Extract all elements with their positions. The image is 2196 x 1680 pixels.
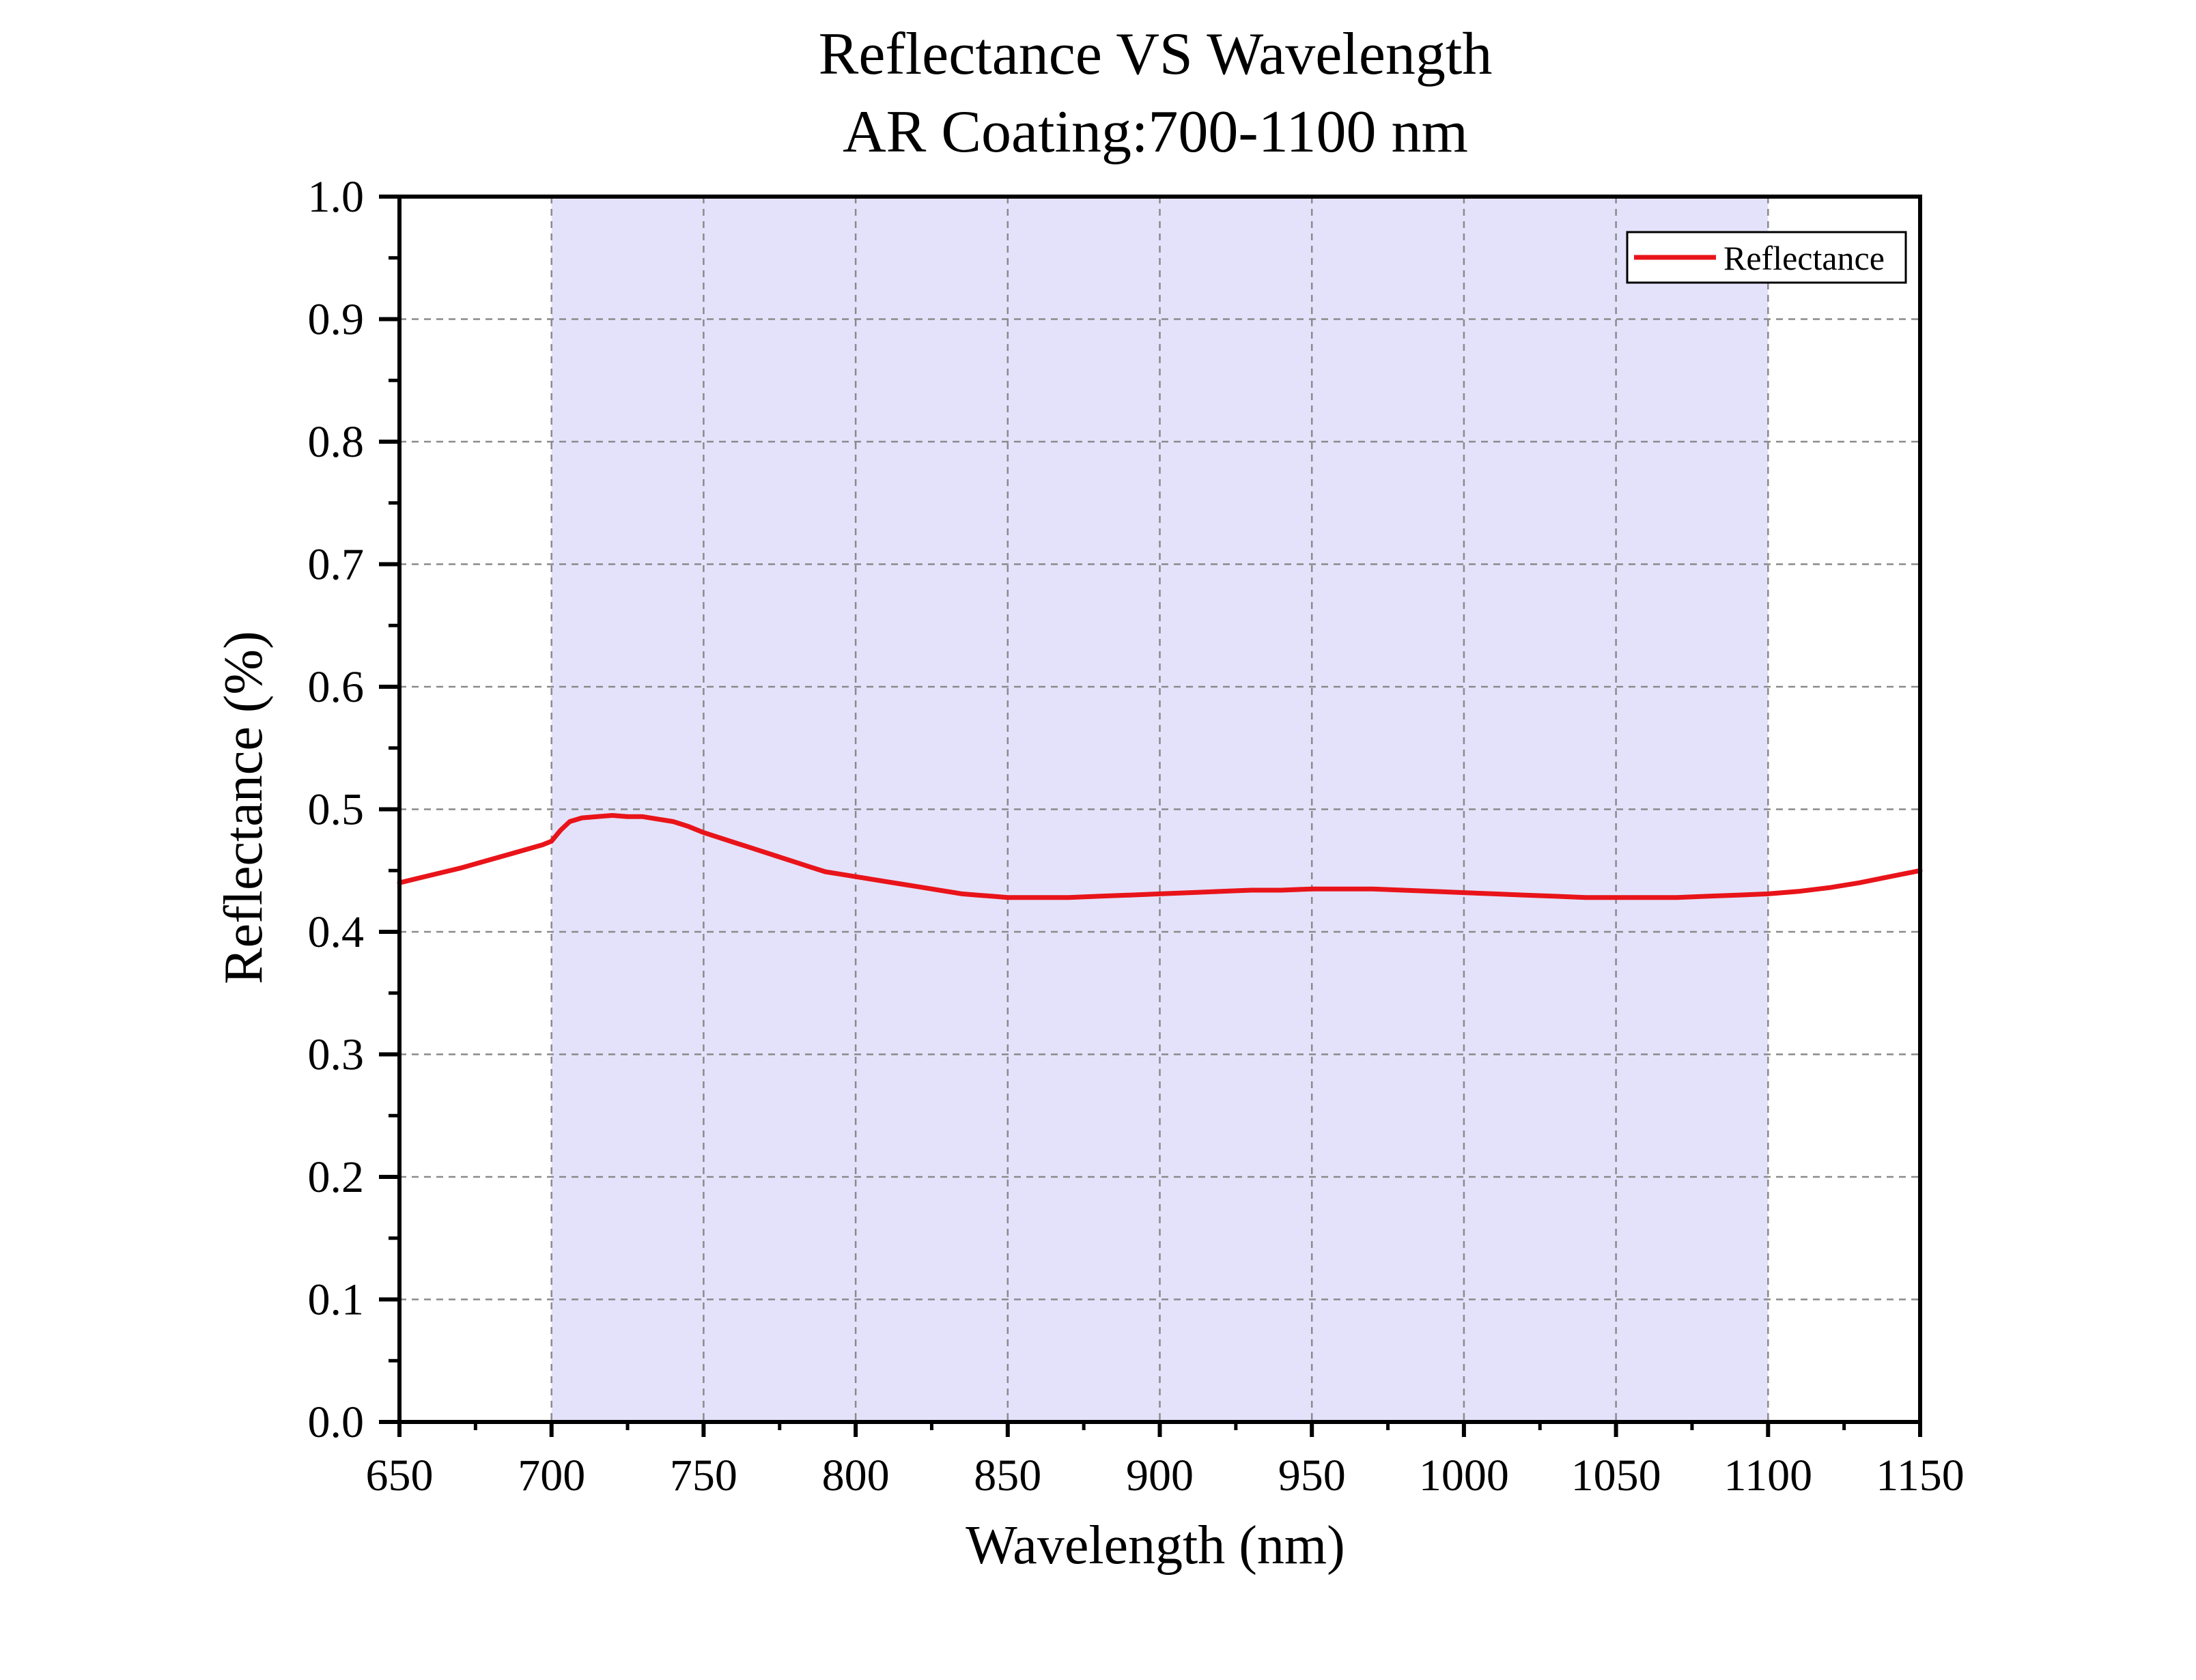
x-tick-label: 900 — [1126, 1451, 1194, 1500]
y-tick-label: 0.4 — [308, 907, 365, 957]
y-tick-label: 0.3 — [308, 1030, 365, 1080]
x-tick-label: 750 — [670, 1451, 737, 1500]
y-tick-label: 0.9 — [308, 295, 365, 345]
chart-title: Reflectance VS Wavelength — [819, 21, 1493, 87]
y-tick-label: 0.8 — [308, 417, 365, 467]
x-tick-label: 1100 — [1724, 1451, 1813, 1500]
x-tick-label: 850 — [974, 1451, 1041, 1500]
legend-label-reflectance: Reflectance — [1723, 239, 1885, 277]
y-axis-ticks — [379, 195, 399, 1424]
x-tick-label: 950 — [1278, 1451, 1346, 1500]
y-tick-label: 0.1 — [308, 1275, 365, 1325]
vertical-gridlines — [550, 197, 1769, 1422]
x-axis-ticks — [397, 1422, 1922, 1437]
horizontal-gridlines — [399, 318, 1920, 1300]
chart-subtitle: AR Coating:700-1100 nm — [843, 99, 1468, 165]
x-tick-label: 700 — [518, 1451, 585, 1500]
x-tick-label: 650 — [366, 1451, 434, 1500]
y-axis-title: Reflectance (%) — [214, 631, 274, 984]
x-tick-label: 1150 — [1876, 1451, 1965, 1500]
y-tick-label: 1.0 — [308, 172, 365, 222]
x-tick-label: 1050 — [1571, 1451, 1661, 1500]
y-tick-label: 0.0 — [308, 1397, 365, 1447]
y-tick-label: 0.6 — [308, 662, 365, 712]
x-tick-label: 1000 — [1419, 1451, 1509, 1500]
x-axis-title: Wavelength (nm) — [966, 1515, 1345, 1576]
series-line-reflectance — [397, 813, 1923, 900]
y-tick-label: 0.7 — [308, 540, 365, 590]
x-tick-label: 800 — [822, 1451, 890, 1500]
y-axis-tick-labels: 0.0 0.1 0.2 0.3 0.4 0.5 0.6 0.7 0.8 0.9 1.0 — [308, 172, 365, 1447]
legend: Reflectance — [1626, 231, 1907, 284]
x-axis-tick-labels: 650 700 750 800 850 900 950 1000 1050 1100 1150 — [366, 1451, 1965, 1500]
y-tick-label: 0.5 — [308, 785, 365, 835]
y-tick-label: 0.2 — [308, 1152, 365, 1202]
